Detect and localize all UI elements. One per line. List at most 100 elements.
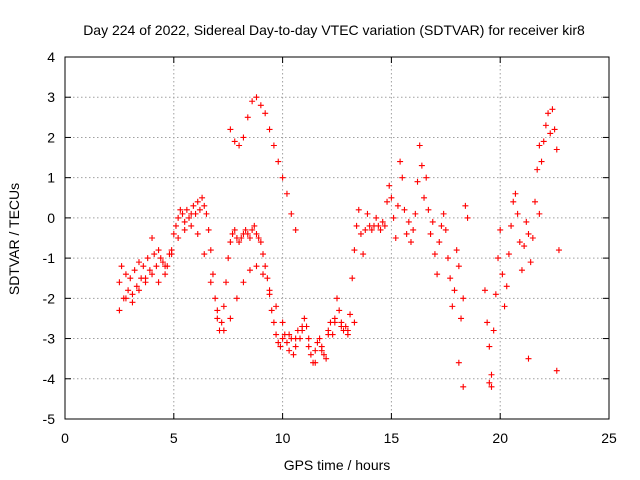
y-tick-label: 0 xyxy=(47,210,55,226)
data-point xyxy=(460,295,467,302)
data-point xyxy=(434,271,441,278)
data-point xyxy=(246,235,253,241)
data-point xyxy=(253,263,260,270)
data-point xyxy=(175,235,182,241)
data-point xyxy=(249,226,256,233)
data-point xyxy=(236,142,243,149)
x-axis-label: GPS time / hours xyxy=(284,457,391,473)
data-point xyxy=(316,335,323,342)
data-point xyxy=(412,210,419,217)
data-point xyxy=(373,214,380,221)
data-point xyxy=(458,315,465,322)
data-point xyxy=(279,335,286,342)
x-tick-label: 0 xyxy=(61,430,69,446)
data-point xyxy=(240,279,247,286)
data-point xyxy=(227,315,234,322)
data-point xyxy=(532,198,539,205)
data-point xyxy=(159,259,166,266)
data-point xyxy=(318,347,325,354)
data-point xyxy=(262,263,269,270)
data-point xyxy=(251,222,258,229)
data-point xyxy=(375,222,382,229)
data-point xyxy=(242,226,249,233)
data-point xyxy=(225,255,232,262)
data-point xyxy=(501,303,508,310)
data-point xyxy=(162,263,169,270)
data-point xyxy=(444,255,451,262)
data-point xyxy=(275,339,282,346)
data-point xyxy=(266,287,273,294)
data-point xyxy=(292,226,299,233)
data-point xyxy=(279,319,286,326)
data-point xyxy=(490,327,497,334)
data-point xyxy=(486,379,493,386)
data-point xyxy=(220,303,227,310)
data-point xyxy=(279,174,286,181)
data-point xyxy=(410,226,417,233)
data-point xyxy=(116,279,123,286)
data-point xyxy=(144,255,151,262)
data-point xyxy=(201,251,208,258)
data-point xyxy=(455,263,462,270)
data-point xyxy=(127,275,134,282)
data-point xyxy=(414,178,421,185)
x-tick-label: 15 xyxy=(384,430,400,446)
y-tick-label: -1 xyxy=(43,250,56,266)
data-point xyxy=(270,142,277,149)
data-point xyxy=(508,222,515,229)
data-point xyxy=(484,319,491,326)
data-point xyxy=(438,222,445,229)
data-point xyxy=(133,283,140,290)
data-point xyxy=(257,102,264,109)
data-point xyxy=(351,319,358,326)
x-tick-label: 25 xyxy=(601,430,617,446)
data-point xyxy=(186,214,193,221)
data-point xyxy=(201,202,208,209)
data-point xyxy=(246,267,253,274)
data-point xyxy=(362,226,369,233)
data-point xyxy=(377,226,384,233)
data-point xyxy=(545,110,552,117)
data-point xyxy=(499,271,506,278)
data-point xyxy=(551,126,558,133)
data-point xyxy=(488,371,495,378)
data-point xyxy=(455,359,462,366)
data-point xyxy=(453,247,460,254)
data-point xyxy=(307,351,314,358)
data-point xyxy=(203,210,210,217)
data-point xyxy=(314,339,321,346)
data-point xyxy=(238,235,245,241)
data-point xyxy=(305,343,312,350)
data-point xyxy=(122,295,129,302)
data-point xyxy=(451,287,458,294)
data-point xyxy=(149,271,156,278)
y-tick-label: -5 xyxy=(43,411,56,427)
y-axis-label: SDTVAR / TECUs xyxy=(6,183,22,295)
data-point xyxy=(264,275,271,282)
y-tick-label: -3 xyxy=(43,331,56,347)
data-point xyxy=(405,218,412,225)
data-point xyxy=(518,267,525,274)
data-point xyxy=(168,251,175,258)
data-point xyxy=(181,226,188,233)
data-point xyxy=(510,198,517,205)
y-tick-label: -4 xyxy=(43,371,56,387)
data-point xyxy=(536,142,543,149)
data-point xyxy=(364,210,371,217)
data-point xyxy=(379,218,386,225)
data-point xyxy=(421,194,428,201)
data-point xyxy=(240,134,247,141)
data-point xyxy=(425,206,432,213)
data-point xyxy=(142,275,149,282)
data-point xyxy=(229,230,236,237)
data-point xyxy=(386,182,393,189)
data-point xyxy=(122,271,129,278)
x-tick-label: 10 xyxy=(275,430,291,446)
data-point xyxy=(495,255,502,262)
data-point xyxy=(125,287,132,294)
data-point xyxy=(418,162,425,169)
y-tick-label: 1 xyxy=(47,170,55,186)
data-point xyxy=(397,158,404,165)
data-point xyxy=(388,194,395,201)
data-point xyxy=(462,202,469,209)
